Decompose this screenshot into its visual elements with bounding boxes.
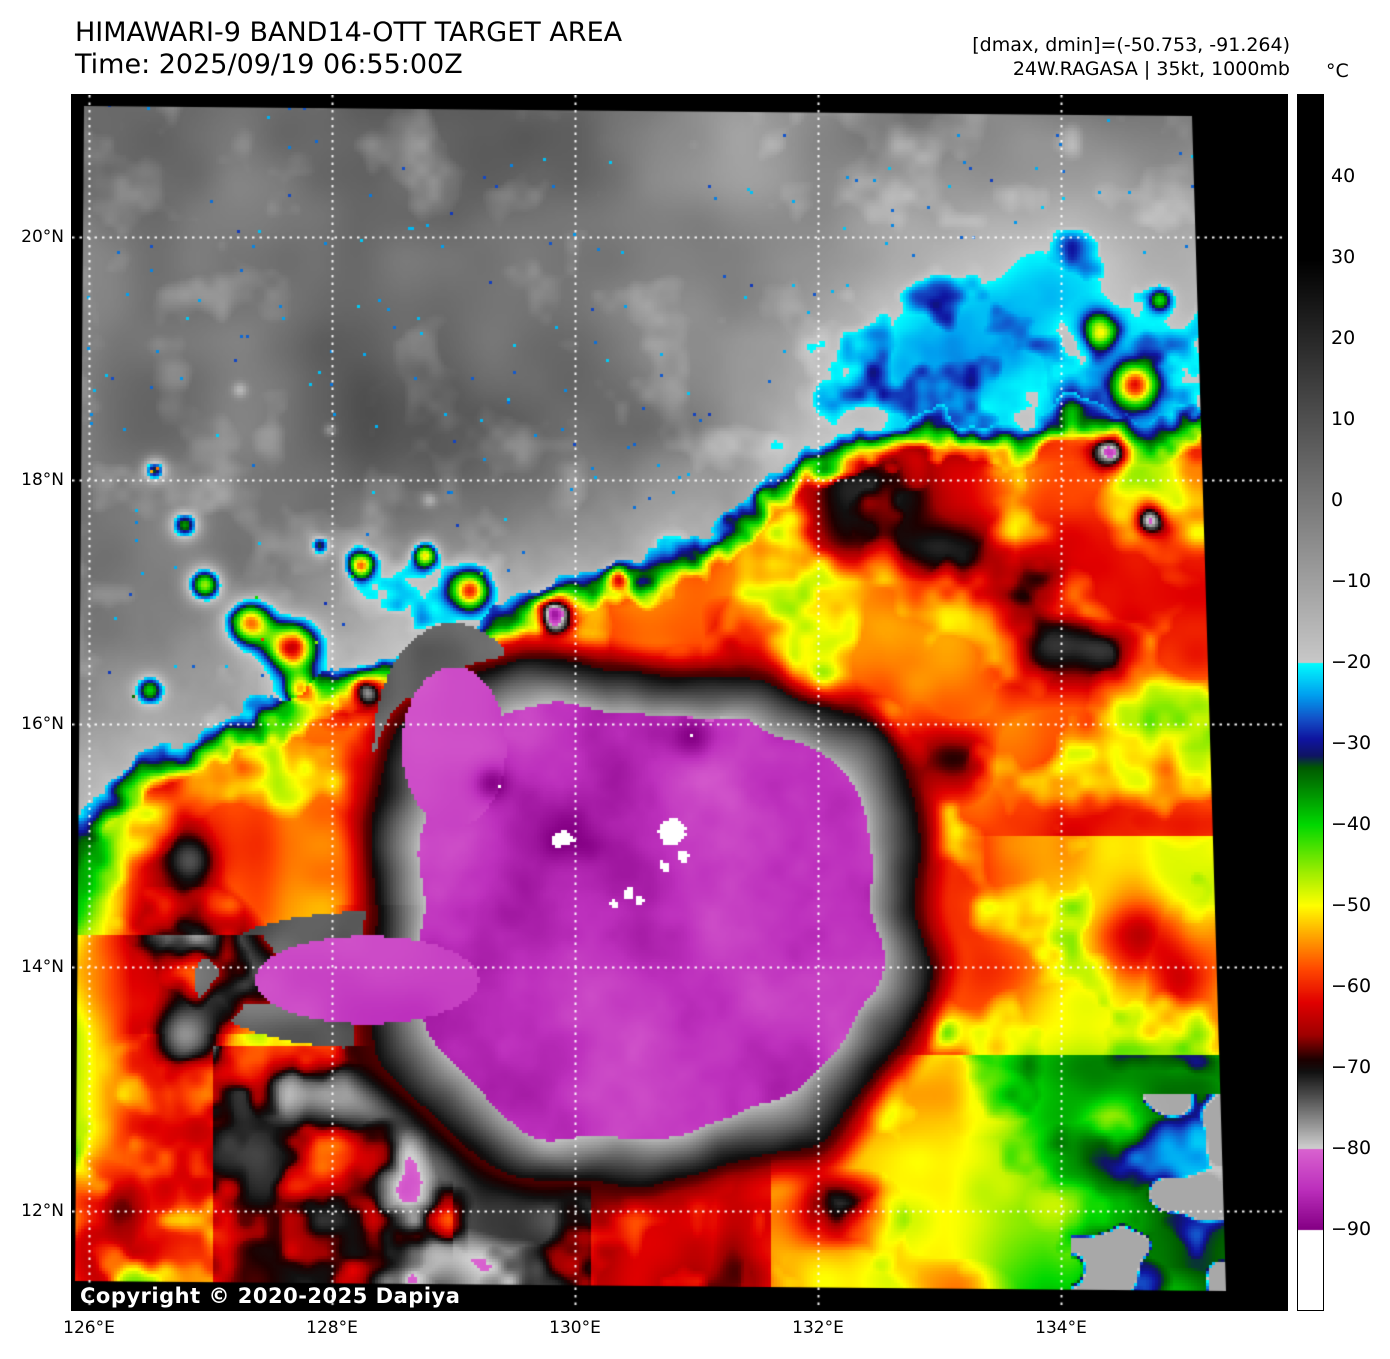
colorbar-tick-label: −90 bbox=[1331, 1218, 1372, 1240]
colorbar-tick-label: −80 bbox=[1331, 1137, 1372, 1159]
lon-tick-label: 132°E bbox=[792, 1318, 844, 1338]
colorbar-tick-label: −20 bbox=[1331, 651, 1372, 673]
storm-info-readout: 24W.RAGASA | 35kt, 1000mb bbox=[1012, 58, 1290, 80]
lat-tick-label: 20°N bbox=[21, 227, 64, 247]
timestamp-line: Time: 2025/09/19 06:55:00Z bbox=[75, 49, 463, 80]
lat-tick-label: 14°N bbox=[21, 957, 64, 977]
colorbar-unit-label: °C bbox=[1326, 60, 1349, 82]
lon-tick-label: 126°E bbox=[63, 1318, 115, 1338]
page-title: HIMAWARI-9 BAND14-OTT TARGET AREA bbox=[75, 17, 623, 48]
lat-tick-label: 12°N bbox=[21, 1201, 64, 1221]
colorbar-tick-label: 0 bbox=[1331, 489, 1344, 511]
lon-tick-label: 128°E bbox=[306, 1318, 358, 1338]
colorbar-tick-label: −50 bbox=[1331, 894, 1372, 916]
lat-tick-label: 18°N bbox=[21, 470, 64, 490]
lat-tick-label: 16°N bbox=[21, 714, 64, 734]
satellite-imagery-canvas bbox=[72, 95, 1287, 1310]
colorbar-tick-label: 40 bbox=[1331, 165, 1356, 187]
colorbar-tick-label: 20 bbox=[1331, 327, 1356, 349]
colorbar-tick-label: −60 bbox=[1331, 975, 1372, 997]
lon-tick-label: 134°E bbox=[1035, 1318, 1087, 1338]
copyright-text: Copyright © 2020-2025 Dapiya bbox=[80, 1284, 461, 1308]
colorbar-tick-label: 30 bbox=[1331, 246, 1356, 268]
colorbar-tick-label: 10 bbox=[1331, 408, 1356, 430]
colorbar-canvas bbox=[1298, 95, 1323, 1310]
colorbar-tick-label: −10 bbox=[1331, 570, 1372, 592]
colorbar-frame bbox=[1297, 94, 1324, 1311]
colorbar-tick-label: −40 bbox=[1331, 813, 1372, 835]
dmax-dmin-readout: [dmax, dmin]=(-50.753, -91.264) bbox=[972, 34, 1290, 56]
colorbar-tick-label: −30 bbox=[1331, 732, 1372, 754]
map-frame bbox=[71, 94, 1288, 1311]
lon-tick-label: 130°E bbox=[549, 1318, 601, 1338]
colorbar-tick-label: −70 bbox=[1331, 1056, 1372, 1078]
